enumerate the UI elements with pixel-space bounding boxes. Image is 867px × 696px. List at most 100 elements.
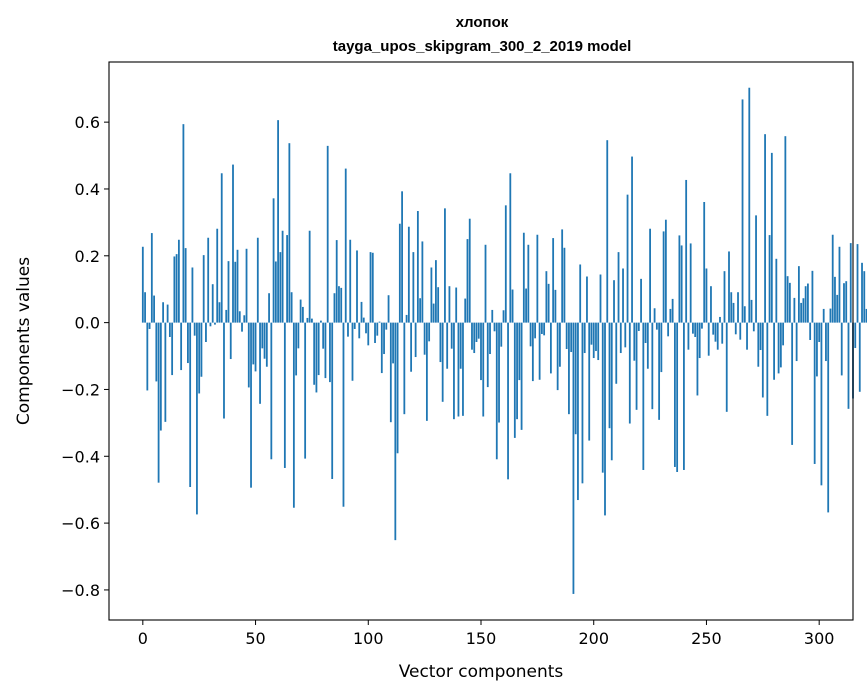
bar — [182, 124, 185, 323]
bar — [281, 230, 284, 323]
bar — [428, 322, 431, 342]
bar — [236, 249, 239, 323]
bar — [755, 215, 757, 323]
bar — [394, 322, 397, 541]
bar — [331, 322, 334, 479]
bar — [419, 298, 422, 323]
bar — [606, 140, 609, 323]
bar — [807, 283, 809, 323]
bar — [782, 322, 785, 346]
bar — [374, 322, 376, 343]
bar — [676, 322, 679, 472]
x-tick-label: 0 — [138, 629, 148, 648]
bar — [356, 250, 358, 323]
bar — [164, 322, 167, 422]
bar — [669, 308, 672, 323]
bar — [577, 322, 579, 501]
bar — [509, 173, 512, 323]
y-tick-label: −0.4 — [61, 447, 100, 466]
bar — [216, 228, 219, 323]
bar — [750, 299, 753, 323]
plot-frame — [108, 61, 854, 621]
bar — [297, 322, 300, 349]
bar — [205, 322, 207, 342]
bar — [265, 322, 268, 367]
bar — [502, 310, 505, 323]
bar — [561, 229, 564, 323]
bar — [286, 235, 289, 323]
bar — [326, 145, 329, 323]
bar — [209, 322, 212, 327]
bar — [263, 322, 266, 359]
bar — [444, 208, 446, 323]
bar — [734, 322, 737, 335]
bar — [439, 322, 442, 363]
bar — [572, 322, 575, 594]
bar — [764, 134, 766, 323]
bar — [646, 322, 649, 369]
bar — [581, 322, 584, 484]
bar — [540, 322, 543, 334]
bar — [716, 322, 719, 350]
bar — [825, 322, 827, 362]
bar — [840, 322, 843, 376]
bar — [365, 322, 367, 334]
x-tick-label: 50 — [245, 629, 265, 648]
bar — [737, 292, 739, 323]
bar — [329, 322, 331, 383]
bar — [536, 234, 539, 323]
bar — [378, 321, 381, 323]
bar — [775, 258, 778, 323]
bar — [214, 322, 216, 325]
bar — [430, 267, 433, 323]
y-axis-label: Components values — [14, 257, 34, 425]
bar — [820, 322, 823, 486]
bar — [347, 322, 349, 337]
bar — [712, 322, 715, 335]
bar — [793, 297, 796, 323]
chart-subtitle: tayga_upos_skipgram_300_2_2019 model — [333, 38, 632, 55]
y-tick-label: 0.6 — [75, 113, 100, 132]
bar — [595, 322, 597, 352]
bar — [250, 322, 252, 488]
bar — [568, 322, 570, 415]
bar — [498, 322, 500, 423]
bar — [518, 322, 521, 381]
bar — [838, 246, 841, 323]
bar — [624, 322, 627, 348]
bar — [563, 247, 566, 323]
x-tick-label: 150 — [466, 629, 497, 648]
bar — [854, 322, 857, 349]
bar — [311, 318, 313, 323]
bar — [466, 239, 469, 323]
x-axis-ticks: 0 50 100 150 200 250 300 — [138, 620, 834, 648]
y-axis-ticks: −0.8 −0.6 −0.4 −0.2 0.0 0.2 0.4 0.6 — [61, 113, 109, 600]
bar — [464, 298, 467, 323]
bar — [261, 322, 264, 349]
bar — [619, 322, 622, 354]
bar — [193, 322, 196, 336]
bar — [507, 322, 509, 480]
bar — [834, 276, 836, 323]
bar — [410, 322, 413, 372]
bar — [748, 87, 751, 323]
bar — [721, 322, 724, 344]
bar — [680, 245, 683, 323]
bar — [547, 283, 550, 323]
bar — [725, 322, 728, 412]
y-tick-label: 0.2 — [75, 247, 100, 266]
bar — [198, 322, 201, 394]
bar — [462, 322, 464, 416]
x-tick-label: 250 — [691, 629, 722, 648]
bar — [371, 252, 374, 323]
bar — [351, 322, 354, 381]
bar — [229, 322, 232, 360]
bar — [313, 322, 316, 385]
bar — [788, 282, 791, 323]
bar — [827, 322, 830, 513]
bar — [829, 308, 832, 323]
bar — [504, 205, 507, 323]
bar — [480, 322, 482, 381]
bar — [673, 322, 676, 467]
bar — [635, 322, 638, 410]
